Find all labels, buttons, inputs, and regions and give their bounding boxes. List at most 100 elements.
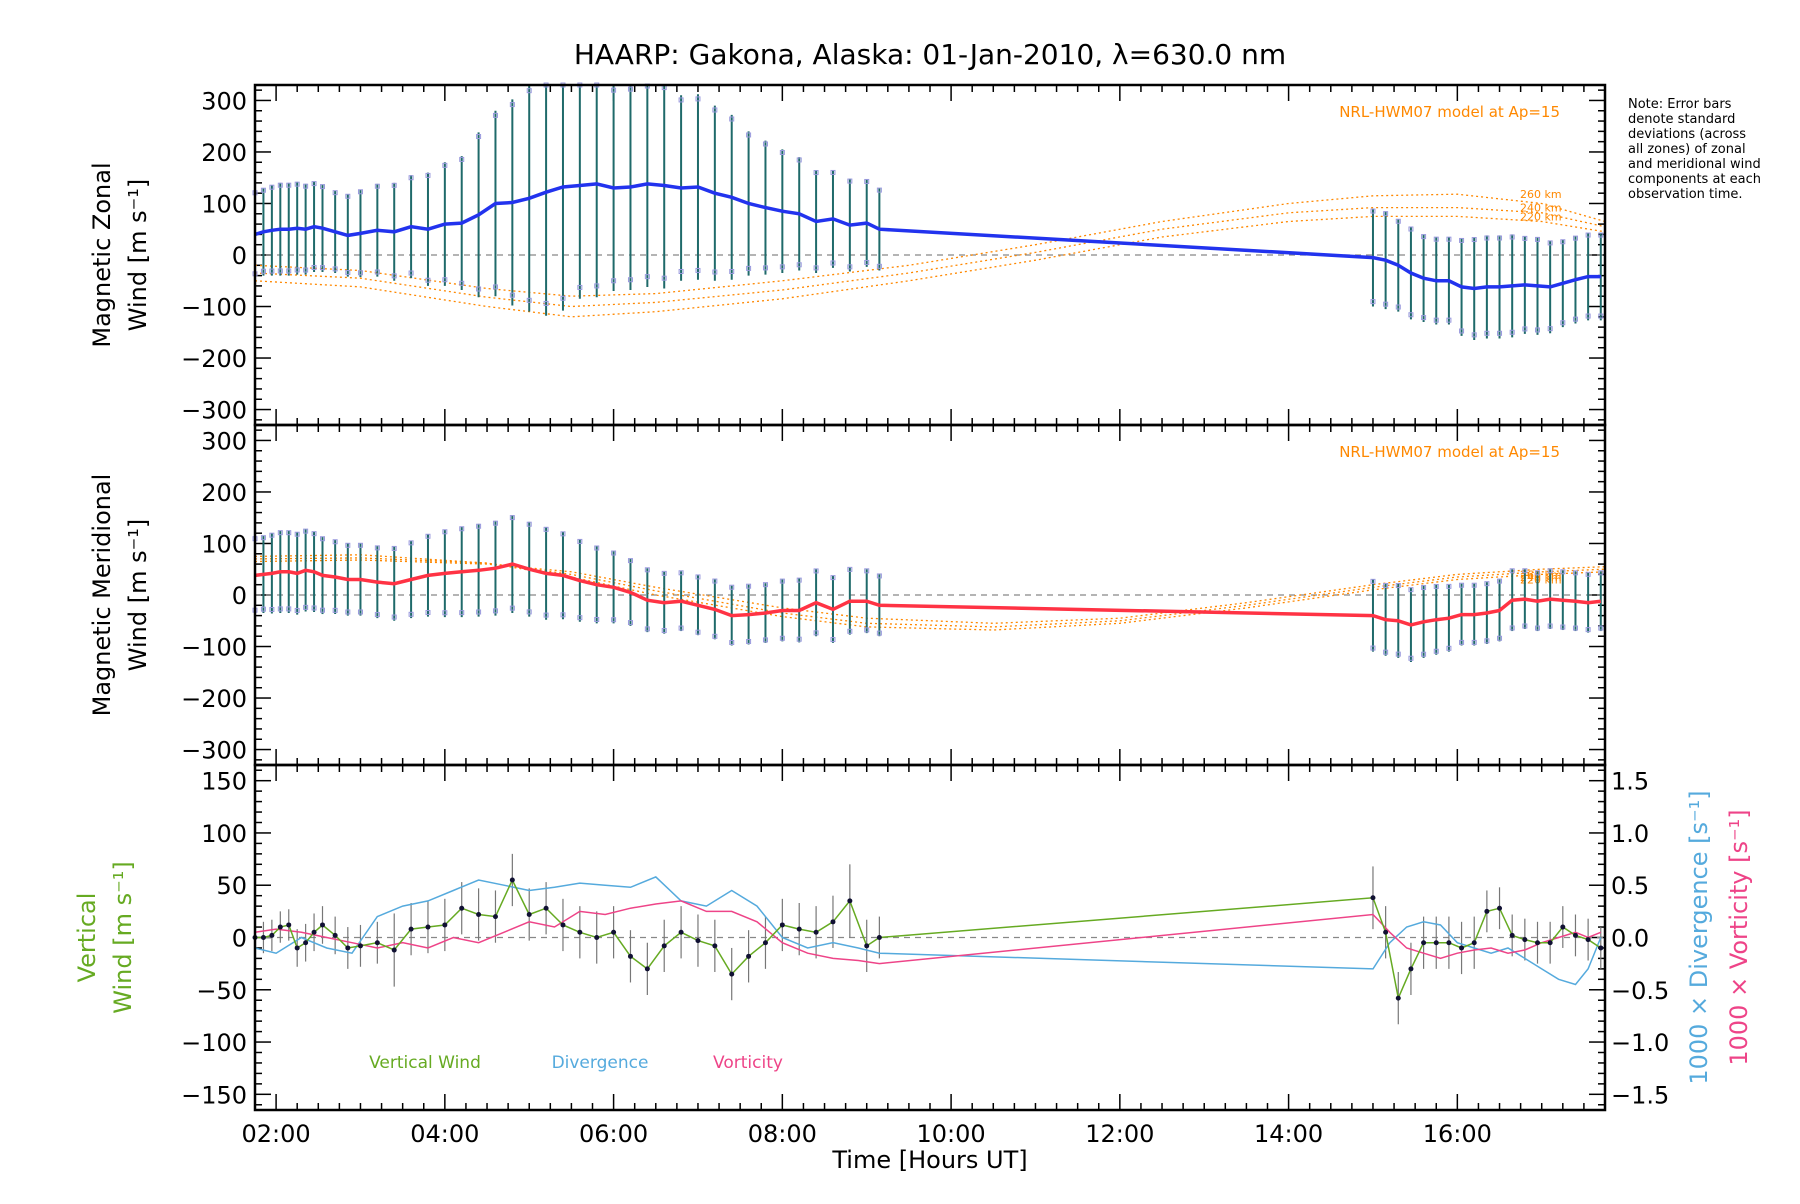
zone-marker — [459, 526, 465, 532]
zone-marker — [459, 280, 465, 286]
zone-marker — [320, 184, 325, 190]
y2-tick-label: 1.0 — [1611, 820, 1649, 848]
vertical-wind-point — [526, 912, 532, 917]
zone-marker — [813, 265, 819, 271]
vertical-wind-point — [425, 924, 431, 930]
vertical-wind-point — [1598, 945, 1604, 951]
zone-marker — [779, 635, 785, 641]
zone-marker — [577, 615, 583, 621]
vertical-wind-point — [260, 935, 266, 940]
vorticity-line — [254, 900, 1602, 965]
zone-marker — [332, 539, 338, 545]
zone-marker — [311, 264, 317, 270]
ylabel-line1: Magnetic Zonal — [88, 162, 116, 347]
zone-marker — [876, 573, 882, 579]
zone-marker — [611, 87, 617, 93]
zone-marker — [678, 625, 684, 631]
zone-marker — [260, 268, 266, 274]
zone-marker — [779, 578, 785, 584]
y-tick-label: −300 — [181, 397, 247, 425]
y-tick-label: −100 — [181, 634, 247, 662]
vertical-wind-point — [611, 929, 617, 935]
zone-marker — [408, 540, 414, 546]
zone-marker — [1395, 651, 1401, 657]
zone-marker — [830, 637, 836, 643]
zone-marker — [712, 107, 718, 113]
zone-marker — [425, 277, 431, 283]
zone-marker — [1408, 226, 1414, 232]
zone-marker — [260, 606, 266, 612]
zone-marker — [813, 170, 819, 176]
zone-marker — [712, 578, 718, 584]
zone-marker — [294, 267, 300, 273]
zone-marker — [876, 263, 882, 269]
zone-marker — [332, 607, 338, 613]
y2-tick-label: 1.5 — [1611, 768, 1649, 796]
zone-marker — [391, 614, 397, 620]
zone-marker — [746, 265, 752, 271]
vertical-wind-point — [374, 940, 380, 946]
zone-marker — [644, 567, 650, 573]
zone-marker — [560, 612, 566, 618]
zone-marker — [1459, 328, 1465, 334]
zone-marker — [374, 545, 380, 551]
zone-marker — [357, 609, 363, 615]
error-bar-note: Note: Error bars denote standard deviation… — [1628, 97, 1761, 202]
zone-marker — [476, 609, 482, 615]
zone-marker — [1547, 568, 1553, 574]
vorticity-ylabel: 1000 × Vorticity [s⁻¹] — [1725, 809, 1753, 1065]
zone-marker — [1395, 583, 1401, 589]
zone-marker — [1446, 583, 1452, 589]
vertical-wind-point — [286, 922, 292, 928]
zone-marker — [1370, 578, 1376, 584]
y-tick-label: 0 — [232, 242, 247, 270]
vertical-wind-point — [678, 929, 684, 935]
zone-marker — [1471, 237, 1477, 243]
y2label-line1: 1000 × Divergence [s⁻¹] — [1685, 790, 1713, 1084]
vertical-wind-point — [779, 922, 785, 928]
zone-marker — [864, 627, 870, 633]
zone-marker — [830, 575, 836, 581]
zone-marker — [1598, 570, 1604, 576]
zone-marker — [357, 542, 363, 548]
zone-marker — [1535, 327, 1540, 333]
vertical-wind-point — [1408, 966, 1414, 972]
vertical-wind-point — [357, 943, 363, 949]
zone-marker — [408, 270, 414, 276]
zone-marker — [729, 116, 735, 122]
zone-marker — [762, 141, 768, 147]
model-altitude-label: 240 km — [1520, 571, 1562, 584]
vertical-wind-point — [577, 929, 583, 935]
meridional-ylabel: Magnetic Meridional Wind [m s⁻¹] — [88, 474, 152, 717]
zone-marker — [526, 609, 532, 615]
vertical-wind-point — [1421, 940, 1427, 946]
y-tick-label: 150 — [201, 768, 247, 796]
model-altitude-label: 240 km — [1520, 202, 1562, 215]
zone-marker — [1522, 568, 1528, 574]
zone-marker — [1535, 570, 1540, 576]
vertical-wind-point — [459, 905, 465, 911]
zone-marker — [1446, 645, 1452, 651]
zone-marker — [847, 628, 853, 634]
zone-marker — [277, 606, 283, 612]
zone-marker — [357, 189, 363, 195]
zone-marker — [779, 264, 785, 270]
zone-marker — [1497, 330, 1503, 336]
x-tick-label: 10:00 — [917, 1120, 986, 1148]
zone-marker — [526, 521, 532, 527]
ylabel-line2: Wind [m s⁻¹] — [124, 179, 152, 331]
zone-marker — [492, 284, 498, 290]
zone-marker — [796, 636, 802, 642]
zone-marker — [627, 558, 633, 564]
zone-marker — [425, 610, 431, 616]
zone-marker — [1598, 232, 1604, 238]
y-tick-label: −50 — [196, 977, 247, 1005]
model-curve-240-km — [254, 557, 1606, 628]
vertical-wind-point — [1522, 937, 1528, 943]
y-tick-label: −200 — [181, 345, 247, 373]
zone-marker — [830, 169, 836, 175]
zone-marker — [1383, 582, 1389, 588]
vertical-wind-point — [1433, 940, 1439, 946]
vertical-wind-line — [255, 878, 1602, 1001]
